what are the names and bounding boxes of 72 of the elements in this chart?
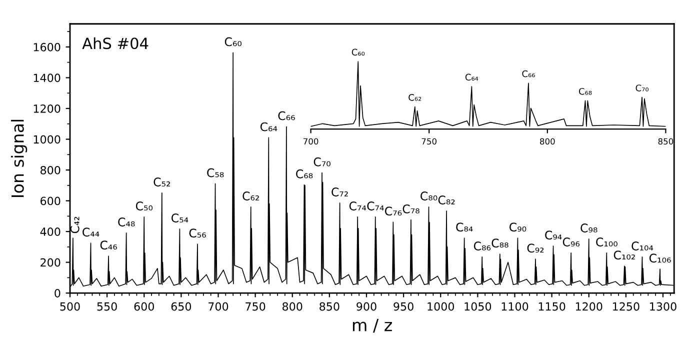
annotation: C₁₀₀	[596, 238, 618, 246]
x-tick-label: 900	[356, 302, 376, 311]
annotation: C₆₄	[465, 74, 478, 81]
annotation: C₆₈	[578, 88, 592, 95]
x-tick-label: 700	[208, 302, 228, 311]
x-tick-label: 850	[320, 302, 340, 311]
annotation: C₇₂	[332, 188, 348, 196]
annotation: C₈₄	[456, 222, 473, 232]
annotation: C₁₀₄	[632, 242, 654, 250]
annotation: C₈₆	[474, 242, 491, 250]
x-tick-label: 1200	[576, 302, 602, 311]
annotation: C₆₀	[224, 37, 242, 46]
x-tick-label: 800	[282, 302, 302, 311]
annotation: C₉₈	[580, 224, 598, 232]
x-tick-label: 500	[60, 302, 80, 311]
annotation: C₈₀	[420, 192, 438, 200]
annotation: C₄₂	[70, 216, 80, 234]
annotation: C₄₆	[100, 240, 118, 250]
annotation: C₆₈	[296, 169, 313, 178]
x-tick-label: 1050	[464, 302, 492, 311]
annotation: C₅₆	[189, 228, 206, 238]
x-tick-label: 750	[246, 302, 266, 311]
annotation: C₆₂	[408, 94, 422, 101]
annotation: C₇₀	[314, 157, 330, 166]
y-tick-label: 400	[40, 228, 60, 236]
annotation: C₄₈	[118, 218, 135, 226]
y-axis-title: Ion signal	[11, 120, 28, 197]
x-tick-label: 950	[394, 302, 414, 311]
x-axis-title: m / z	[352, 318, 392, 333]
annotation: C₇₄	[367, 202, 384, 210]
x-tick-label: 850	[658, 138, 674, 145]
x-tick-label: 650	[171, 302, 192, 311]
y-tick-label: 800	[40, 166, 60, 174]
annotation: C₅₀	[136, 202, 153, 210]
x-tick-label: 1250	[613, 302, 640, 311]
annotation: C₉₀	[510, 222, 526, 232]
y-tick-label: 1600	[34, 42, 60, 52]
annotation: C₆₀	[352, 48, 365, 56]
x-tick-label: 1100	[502, 302, 528, 311]
annotation: C₆₄	[260, 122, 278, 132]
annotation: C₉₆	[562, 238, 580, 246]
x-tick-label: 1150	[538, 302, 566, 311]
y-tick-label: 600	[40, 196, 60, 206]
annotation: C₆₆	[278, 111, 295, 120]
x-tick-label: 1000	[428, 302, 454, 311]
annotation: C₈₈	[492, 238, 508, 248]
annotation: C₇₆	[384, 206, 402, 216]
annotation: C₇₈	[402, 204, 420, 214]
x-tick-label: 600	[134, 302, 154, 311]
annotation: C₅₈	[207, 168, 224, 178]
annotation: C₉₄	[545, 230, 562, 240]
x-tick-label: 700	[304, 138, 318, 145]
y-tick-label: 1400	[34, 74, 60, 82]
annotation: C₄₄	[82, 228, 100, 237]
annotation: AhS #04	[82, 37, 148, 50]
y-tick-label: 0	[54, 289, 60, 298]
x-tick-label: 800	[540, 138, 555, 145]
annotation: C₉₂	[527, 244, 544, 253]
annotation: C₆₆	[522, 70, 535, 78]
annotation: C₅₄	[172, 214, 188, 222]
annotation: C₈₂	[438, 196, 455, 204]
y-tick-label: 200	[40, 258, 60, 267]
y-tick-label: 1200	[34, 104, 60, 113]
x-tick-label: 550	[97, 302, 117, 311]
annotation: C₆₂	[242, 192, 259, 200]
annotation: C₁₀₆	[649, 254, 671, 263]
annotation: C₅₂	[154, 178, 170, 186]
annotation: C₁₀₂	[614, 250, 635, 260]
x-tick-label: 1300	[650, 302, 676, 311]
annotation: C₇₄	[349, 202, 366, 210]
x-tick-label: 750	[422, 138, 436, 145]
annotation: C₇₀	[636, 84, 648, 92]
